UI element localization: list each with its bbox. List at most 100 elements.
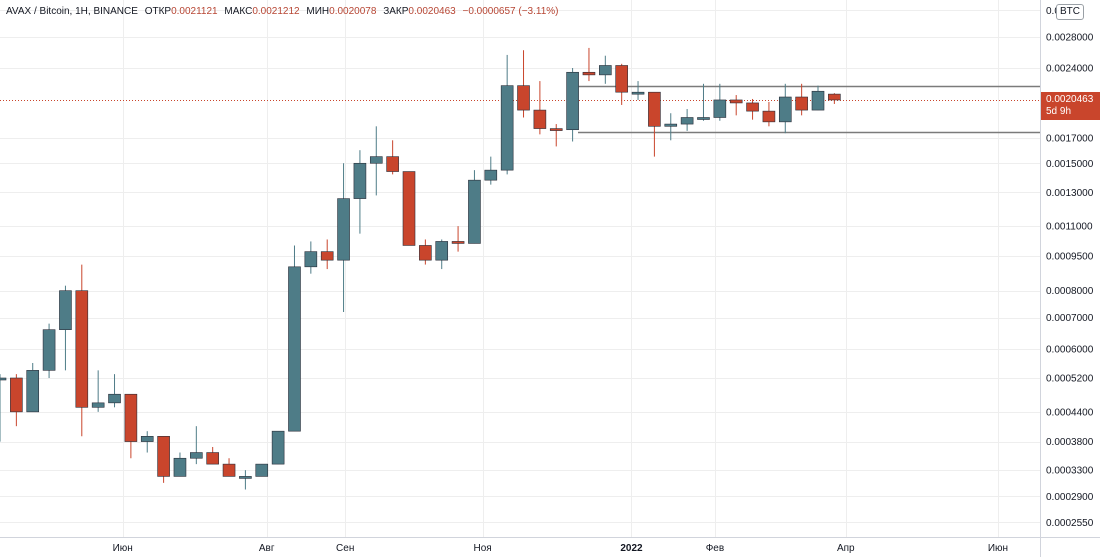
candle (75, 264, 89, 437)
candle (419, 239, 432, 265)
candle (386, 140, 399, 175)
time-axis-label: Апр (837, 543, 855, 554)
price-axis-label: 0.0003300 (1046, 466, 1094, 477)
candle (369, 126, 383, 196)
candle-body (648, 91, 661, 127)
candle-body (811, 90, 825, 111)
candle-body (680, 117, 694, 125)
candle (746, 98, 759, 120)
grid-lines (0, 0, 1040, 537)
candle (222, 458, 236, 477)
candle (124, 393, 138, 459)
candle (206, 446, 219, 465)
candle-body (664, 123, 678, 127)
candle (500, 54, 514, 175)
time-axis-label: Ноя (474, 543, 492, 554)
candle-body (386, 156, 399, 172)
candle-body (140, 436, 154, 442)
candle (173, 452, 187, 477)
candle-body (255, 463, 269, 477)
candle-body (631, 91, 645, 95)
candle (648, 91, 661, 157)
legend-open-label: ОТКР (144, 6, 172, 17)
candle (255, 463, 269, 477)
candle-body (304, 251, 318, 268)
ohlc-legend: AVAX / Bitcoin, 1H, BINANCE ОТКР0.002112… (6, 6, 559, 17)
price-axis-label: 0.0013000 (1046, 188, 1094, 199)
candles (0, 47, 841, 490)
candle (828, 93, 841, 104)
candle (91, 370, 105, 412)
candle-body (0, 377, 7, 381)
candle-body (190, 452, 203, 459)
candle (451, 226, 465, 252)
candle (713, 83, 727, 121)
time-axis[interactable]: Июн Авг Сен Ноя 2022 Фев Апр Июн (0, 537, 1100, 555)
time-axis-label: Сен (336, 543, 354, 554)
legend-low-label: МИН (306, 6, 330, 17)
legend-change-value: −0.0000657 (−3.11%) (462, 6, 559, 17)
candle-body (778, 96, 792, 123)
candle (615, 63, 628, 105)
candle (599, 55, 612, 84)
legend-low-value: 0.0020078 (329, 6, 377, 17)
price-axis-label: 0.0005200 (1046, 374, 1094, 385)
candle-body (222, 463, 236, 477)
candle-body (729, 99, 743, 104)
candle (631, 81, 645, 100)
candle-body (566, 71, 579, 131)
candle (811, 85, 825, 111)
candle (468, 170, 481, 244)
candle (795, 83, 808, 116)
candle-body (762, 110, 776, 123)
time-axis-label: Фев (706, 543, 724, 554)
candle-body (697, 117, 710, 120)
price-axis[interactable]: 0.00 0.0028000 0.0024000 0.0017000 0.0015000… (1040, 0, 1094, 557)
candle (0, 374, 7, 442)
price-axis-label: 0.0007000 (1046, 313, 1094, 324)
price-axis-label: 0.0004400 (1046, 407, 1094, 418)
last-price-value: 0.0020463 (1046, 94, 1094, 105)
candle (402, 171, 416, 246)
candle-body (828, 93, 841, 101)
candle-body (582, 71, 596, 76)
candle (288, 245, 301, 432)
price-axis-label: 0.0009500 (1046, 251, 1094, 262)
candle-body (239, 476, 252, 479)
candle (239, 470, 252, 490)
candle-body (419, 245, 432, 261)
candle-body (402, 171, 416, 246)
candle (729, 95, 743, 116)
candle (42, 323, 56, 378)
candle (549, 124, 563, 147)
candle-body (517, 85, 530, 111)
candle (484, 156, 498, 185)
candle-body (173, 457, 187, 477)
candle-body (435, 241, 449, 261)
candle-body (10, 377, 23, 413)
price-axis-label: 0.0006000 (1046, 344, 1094, 355)
candle (697, 83, 710, 121)
candle (271, 430, 285, 465)
currency-badge[interactable]: BTC (1056, 4, 1084, 20)
candle (320, 239, 334, 270)
candle (157, 436, 170, 483)
candle-body (337, 198, 350, 261)
candle-body (451, 241, 465, 244)
candle (762, 101, 776, 127)
candle (10, 374, 23, 427)
candle (304, 241, 318, 274)
legend-close-value: 0.0020463 (408, 6, 456, 17)
price-axis-label: 0.0024000 (1046, 64, 1094, 75)
candle-body (713, 99, 727, 118)
candle (517, 50, 530, 118)
candle (108, 374, 121, 408)
candle-body (500, 85, 514, 171)
candle-body (320, 251, 334, 261)
candle-body (484, 169, 498, 181)
candle-body (795, 96, 808, 111)
candle (435, 239, 449, 270)
candle-body (108, 393, 121, 404)
candle-body (468, 179, 481, 244)
